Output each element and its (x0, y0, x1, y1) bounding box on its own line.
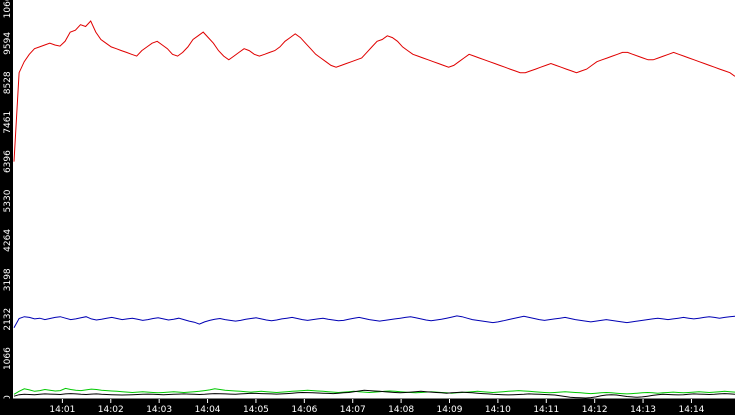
y-tick-label: 8528 (3, 71, 13, 94)
y-tick-label: 7461 (3, 111, 13, 134)
x-tick-label: 14:12 (582, 405, 608, 415)
x-tick-label: 14:09 (437, 405, 463, 415)
x-tick-label: 14:06 (291, 405, 317, 415)
x-tick-label: 14:03 (146, 405, 172, 415)
x-tick-label: 14:14 (678, 405, 704, 415)
y-axis-band (0, 0, 13, 400)
y-tick-label: 6396 (3, 150, 13, 173)
y-tick-label: 10660 (3, 0, 13, 18)
x-tick-label: 14:11 (533, 405, 559, 415)
series-line-2 (13, 387, 735, 395)
y-tick-label: 1066 (3, 347, 13, 370)
x-tick-label: 14:07 (340, 405, 366, 415)
series-line-1 (13, 315, 735, 329)
y-tick-label: 0 (3, 395, 13, 401)
x-tick-label: 14:05 (243, 405, 269, 415)
x-tick-label: 14:02 (98, 405, 124, 415)
y-axis: 0 1066 2132 3198 4264 5330 6396 7461 8528 9594 106… (0, 0, 13, 401)
series-line-0 (13, 20, 735, 162)
x-tick-label: 14:04 (195, 405, 221, 415)
y-tick-label: 4264 (3, 229, 13, 252)
x-axis-band (0, 399, 735, 415)
x-tick-label: 14:01 (49, 405, 75, 415)
x-tick-label: 14:13 (630, 405, 656, 415)
y-tick-label: 9594 (3, 32, 13, 55)
series-line-3 (13, 389, 735, 399)
y-tick-label: 2132 (3, 308, 13, 331)
y-tick-label: 5330 (3, 189, 13, 212)
x-tick-label: 14:10 (485, 405, 511, 415)
x-axis: 14:01 14:02 14:03 14:04 14:05 14:06 14:07 14:08… (0, 398, 735, 415)
x-tick-label: 14:08 (388, 405, 414, 415)
plot-area (13, 20, 735, 399)
y-tick-label: 3198 (3, 268, 13, 291)
